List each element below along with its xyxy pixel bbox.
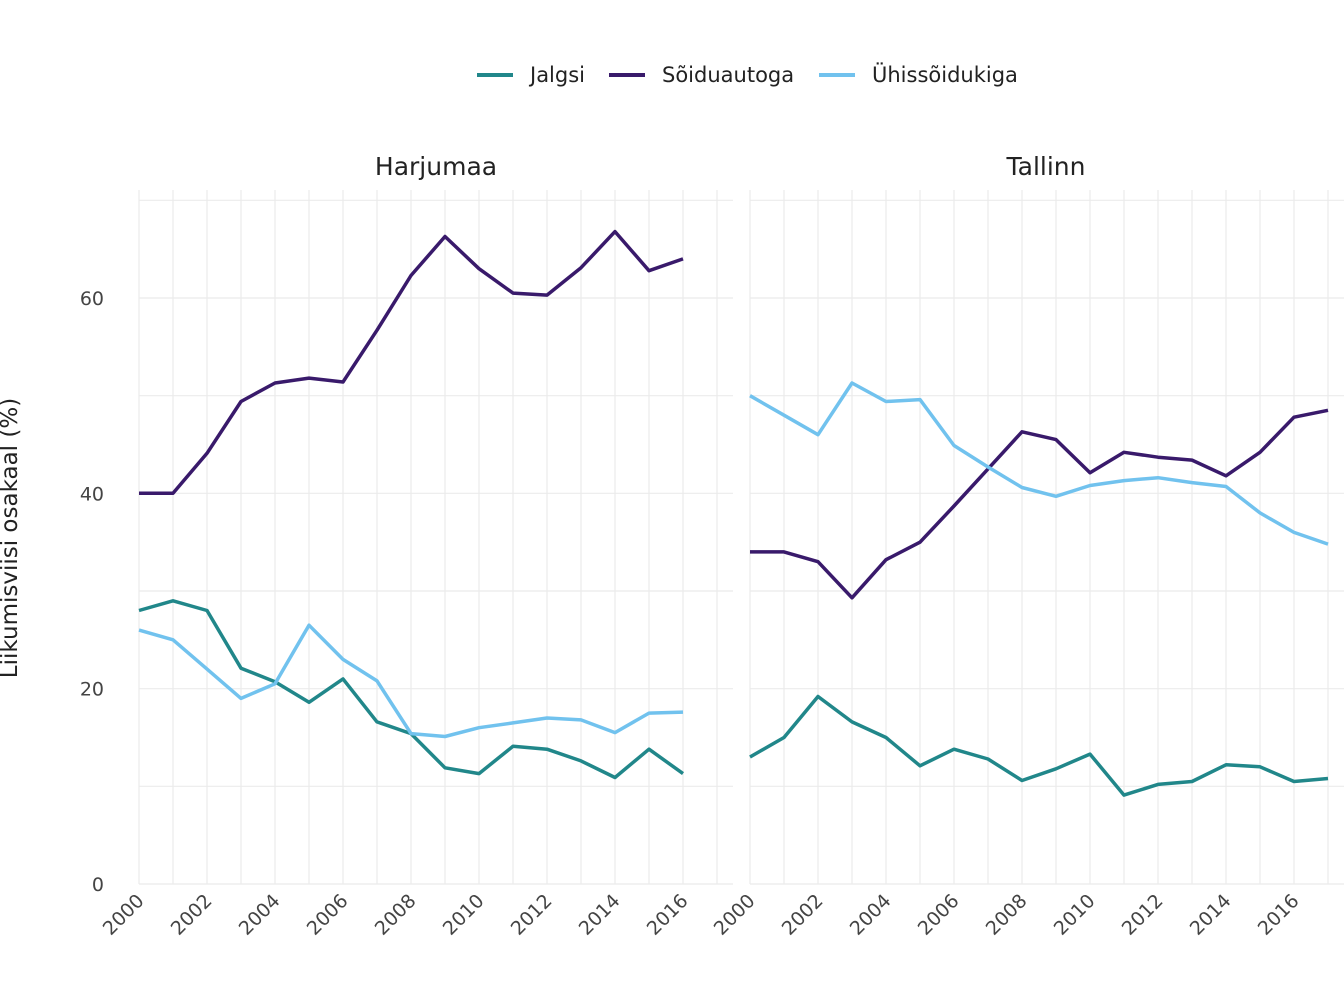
y-tick-label: 0 [92, 874, 104, 896]
x-tick-label: 2014 [575, 890, 625, 940]
y-axis-label: Liikumisviisi osakaal (%) [0, 398, 23, 678]
y-tick-label: 60 [80, 288, 104, 310]
y-tick-label: 20 [80, 679, 104, 701]
series-line-jalgsi [749, 694, 1329, 797]
series-line-sõiduautoga [139, 229, 684, 496]
panel-tallinn: Tallinn 2000 2002 2004 2006 2008 2010 2012 2014 2… [710, 152, 1344, 940]
x-tick-label: 2004 [846, 890, 896, 940]
legend: Jalgsi Sõiduautoga Ühissõidukiga [477, 62, 1018, 87]
x-tick-label: 2000 [710, 890, 760, 940]
legend-label: Jalgsi [528, 63, 585, 87]
series-line-ühissõidukiga [749, 381, 1329, 546]
x-tick-label: 2006 [914, 890, 964, 940]
x-tick-label: 2012 [1118, 890, 1168, 940]
panel-title: Tallinn [1006, 152, 1086, 181]
x-tick-label: 2008 [371, 890, 421, 940]
panel-title: Harjumaa [375, 152, 497, 181]
x-tick-label: 2014 [1186, 890, 1236, 940]
x-tick-label: 2012 [507, 890, 557, 940]
x-tick-label: 2000 [99, 890, 149, 940]
x-tick-label: 2004 [235, 890, 285, 940]
legend-label: Sõiduautoga [662, 63, 794, 87]
x-tick-label: 2010 [439, 890, 489, 940]
series-line-ühissõidukiga [138, 623, 684, 739]
y-tick-label: 40 [80, 483, 104, 505]
x-tick-label: 2008 [982, 890, 1032, 940]
chart-panels: Harjumaa 2000 2002 2004 2006 2008 2010 2012 2014… [99, 152, 1344, 940]
y-axis: 0 20 40 60 [80, 288, 104, 896]
x-tick-label: 2002 [778, 890, 828, 940]
panel-harjumaa: Harjumaa 2000 2002 2004 2006 2008 2010 2012 2014… [99, 152, 733, 940]
legend-label: Ühissõidukiga [872, 62, 1018, 87]
x-tick-label: 2006 [303, 890, 353, 940]
series-line-sõiduautoga [750, 408, 1329, 600]
x-tick-label: 2002 [167, 890, 217, 940]
x-tick-label: 2010 [1050, 890, 1100, 940]
x-tick-label: 2016 [1254, 890, 1304, 940]
x-tick-label: 2016 [643, 890, 693, 940]
